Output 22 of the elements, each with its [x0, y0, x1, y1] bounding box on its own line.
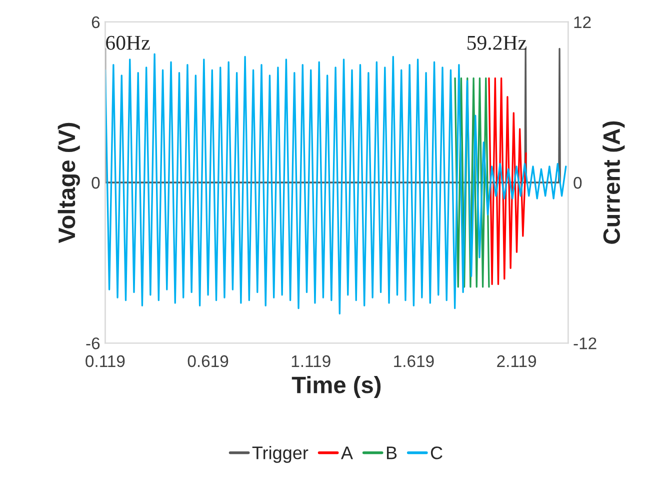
legend-label: Trigger [252, 446, 308, 463]
y-tick-label: -6 [86, 337, 100, 350]
line-series [105, 53, 567, 314]
y2-tick-label: 0 [574, 176, 582, 189]
y-tick-label: 0 [92, 176, 100, 189]
y2-axis-title: Current (A) [602, 121, 625, 244]
x-axis-title: Time (s) [292, 376, 381, 398]
legend-label: A [340, 446, 353, 460]
x-tick-label: 1.119 [292, 355, 330, 368]
y-axis-title: Voltage (V) [58, 122, 80, 244]
y-tick-label: 6 [92, 16, 100, 28]
annotation: 59.2Hz [468, 36, 526, 50]
legend-label: C [430, 446, 442, 460]
y2-tick-label: -12 [574, 337, 596, 350]
x-tick-label: 0.619 [188, 355, 228, 368]
x-tick-label: 0.119 [86, 355, 125, 368]
annotation: 60Hz [106, 36, 150, 50]
line-series [488, 77, 527, 286]
x-tick-label: 2.119 [497, 355, 536, 368]
legend-label: B [386, 446, 397, 460]
x-tick-label: 1.619 [394, 355, 434, 368]
y2-tick-label: 12 [574, 16, 591, 28]
